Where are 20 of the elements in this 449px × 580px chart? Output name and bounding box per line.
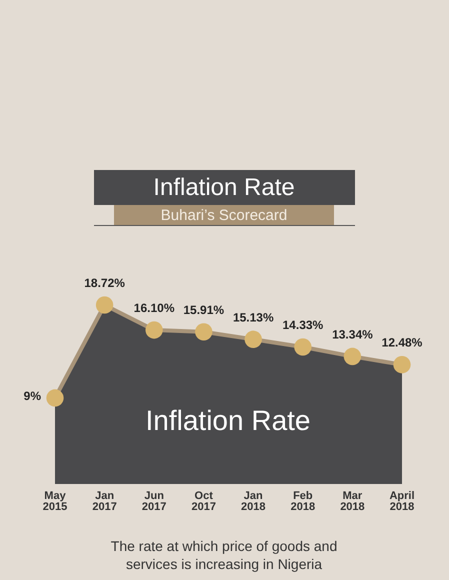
x-tick-label: April 2018 bbox=[389, 490, 415, 513]
x-tick-label: Feb 2018 bbox=[290, 490, 316, 513]
data-label: 12.48% bbox=[382, 336, 423, 350]
chart-subtitle: Buhari’s Scorecard bbox=[160, 207, 288, 224]
chart-title: Inflation Rate bbox=[153, 174, 295, 201]
data-label: 14.33% bbox=[282, 318, 324, 332]
data-label: 16.10% bbox=[134, 301, 175, 316]
data-label: 15.13% bbox=[232, 310, 274, 324]
x-tick-label: May 2015 bbox=[42, 490, 68, 513]
text: The rate at which price of goods and services is increasing in Nigeria bbox=[110, 538, 338, 572]
data-label: 13.34% bbox=[332, 327, 374, 342]
annotation: Inflation Rate bbox=[146, 405, 310, 436]
x-tick-label: Mar 2018 bbox=[340, 490, 365, 513]
x-tick-label: Jun 2017 bbox=[142, 490, 166, 513]
x-tick-label: Jan 2018 bbox=[241, 490, 266, 513]
data-label: 18.72% bbox=[84, 276, 126, 290]
data-label: 15.91% bbox=[183, 302, 224, 317]
x-tick-label: Jan 2017 bbox=[92, 490, 117, 513]
data-label: 9% bbox=[24, 388, 42, 403]
x-tick-label: Oct 2017 bbox=[191, 490, 216, 513]
